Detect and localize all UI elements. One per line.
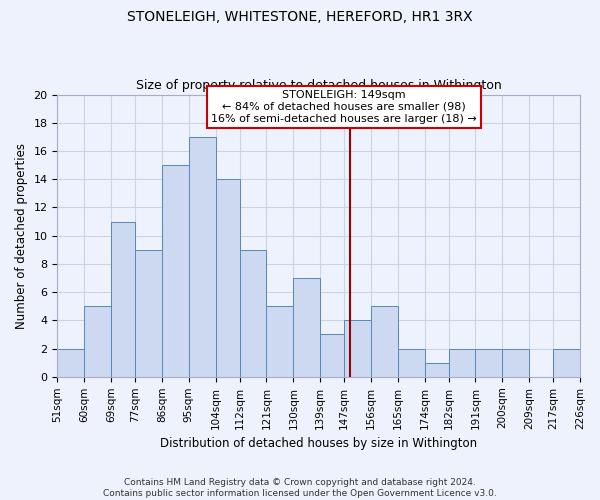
- Text: STONELEIGH, WHITESTONE, HEREFORD, HR1 3RX: STONELEIGH, WHITESTONE, HEREFORD, HR1 3R…: [127, 10, 473, 24]
- Text: STONELEIGH: 149sqm
← 84% of detached houses are smaller (98)
16% of semi-detache: STONELEIGH: 149sqm ← 84% of detached hou…: [211, 90, 477, 124]
- Bar: [111, 222, 135, 377]
- Bar: [135, 250, 162, 377]
- Bar: [239, 250, 266, 377]
- Bar: [266, 306, 293, 377]
- Bar: [293, 278, 320, 377]
- Bar: [215, 179, 239, 377]
- Bar: [344, 320, 371, 377]
- Text: Contains HM Land Registry data © Crown copyright and database right 2024.
Contai: Contains HM Land Registry data © Crown c…: [103, 478, 497, 498]
- Bar: [553, 348, 580, 377]
- Title: Size of property relative to detached houses in Withington: Size of property relative to detached ho…: [136, 79, 502, 92]
- Bar: [449, 348, 475, 377]
- X-axis label: Distribution of detached houses by size in Withington: Distribution of detached houses by size …: [160, 437, 477, 450]
- Y-axis label: Number of detached properties: Number of detached properties: [15, 142, 28, 328]
- Bar: [398, 348, 425, 377]
- Bar: [475, 348, 502, 377]
- Bar: [58, 348, 84, 377]
- Bar: [189, 137, 215, 377]
- Bar: [320, 334, 344, 377]
- Bar: [425, 362, 449, 377]
- Bar: [371, 306, 398, 377]
- Bar: [162, 165, 189, 377]
- Bar: [84, 306, 111, 377]
- Bar: [502, 348, 529, 377]
